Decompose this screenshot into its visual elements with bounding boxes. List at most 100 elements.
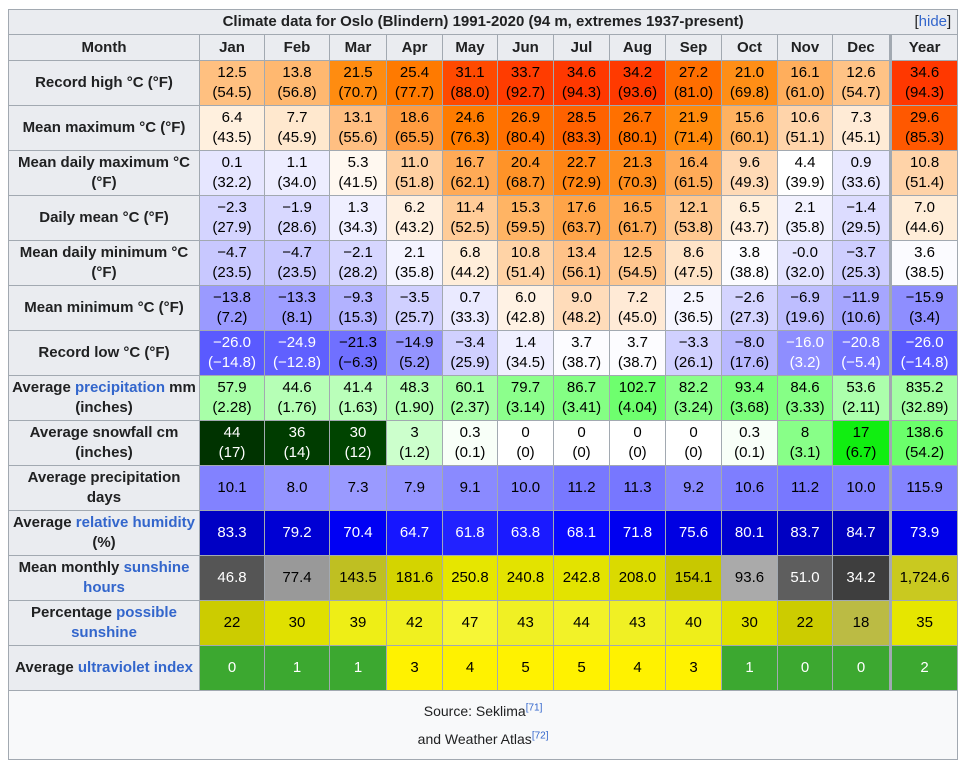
celsius-value: 13.1 (343, 109, 373, 126)
row-label-link[interactable]: possible sunshine (71, 604, 177, 641)
celsius-value: 44.6 (282, 379, 312, 396)
celsius-value: 154.1 (674, 569, 713, 586)
row-label-text: Daily mean °C (°F) (39, 209, 169, 226)
secondary-value: (80.4) (505, 129, 546, 146)
value-cell: 12.6 (54.7) (832, 60, 891, 106)
year-value-cell: 29.6 (85.3) (888, 105, 959, 151)
celsius-value: 77.4 (282, 569, 312, 586)
celsius-value: 33.7 (510, 64, 541, 81)
celsius-value: 6.4 (221, 109, 243, 126)
celsius-value: 17 (852, 424, 870, 441)
celsius-value: -0.0 (792, 244, 818, 261)
celsius-value: 82.2 (678, 379, 709, 396)
value-cell: 12.5 (54.5) (609, 240, 666, 286)
secondary-value: (27.9) (212, 219, 252, 236)
secondary-value: (54.2) (904, 444, 945, 461)
secondary-value: (63.7) (561, 219, 602, 236)
celsius-value: 12.6 (846, 64, 876, 81)
row-label-link[interactable]: precipitation (74, 379, 165, 396)
secondary-value: (45.1) (841, 129, 881, 146)
celsius-value: 11.2 (567, 479, 596, 496)
secondary-value: (3.4) (909, 309, 940, 326)
secondary-value: (94.3) (904, 84, 945, 101)
celsius-value: 34.6 (909, 64, 940, 81)
secondary-value: (62.1) (450, 174, 490, 191)
secondary-value: (29.5) (841, 219, 881, 236)
celsius-value: 10.8 (510, 244, 541, 261)
secondary-value: (0) (572, 444, 591, 461)
secondary-value: (3.41) (561, 399, 602, 416)
celsius-value: 15.3 (510, 199, 541, 216)
value-cell: 17.6 (63.7) (553, 195, 610, 241)
bracket-open: [ (914, 13, 919, 30)
reference-72-link[interactable]: [72] (531, 730, 549, 742)
celsius-value: 3.6 (914, 244, 936, 261)
value-cell: −20.8 (−5.4) (832, 330, 891, 376)
value-cell: -0.0 (32.0) (777, 240, 833, 286)
celsius-value: 70.4 (343, 524, 373, 541)
secondary-value: (54.5) (212, 84, 252, 101)
celsius-value: 7.3 (850, 109, 872, 126)
celsius-value: 93.6 (734, 569, 765, 586)
value-cell: 21.5 (70.7) (329, 60, 387, 106)
secondary-value: (49.3) (729, 174, 770, 191)
secondary-value: (41.5) (338, 174, 378, 191)
secondary-value: (76.3) (450, 129, 490, 146)
secondary-value: (5.2) (399, 354, 430, 371)
value-cell: 42 (386, 600, 443, 646)
climate-table: Climate data for Oslo (Blindern) 1991-20… (7, 9, 959, 760)
value-cell: 60.1 (2.37) (442, 375, 498, 421)
row-label-link[interactable]: ultraviolet index (77, 659, 193, 676)
celsius-value: 0 (856, 659, 866, 676)
row-label-link[interactable]: relative humidity (75, 514, 195, 531)
value-cell: 1 (329, 645, 387, 691)
value-cell: 21.0 (69.8) (721, 60, 778, 106)
reference-71-link[interactable]: [71] (525, 702, 543, 714)
celsius-value: 8 (800, 424, 810, 441)
value-cell: −3.7 (25.3) (832, 240, 891, 286)
value-cell: 34.6 (94.3) (553, 60, 610, 106)
celsius-value: 17.6 (566, 199, 597, 216)
value-cell: 44 (17) (199, 420, 265, 466)
row-label-text: Average (12, 514, 76, 531)
hide-toggle[interactable]: [hide] (914, 12, 951, 32)
value-cell: 143.5 (329, 555, 387, 601)
celsius-value: 3 (410, 659, 419, 676)
value-cell: −16.0 (3.2) (777, 330, 833, 376)
value-cell: −14.9 (5.2) (386, 330, 443, 376)
celsius-value: 7.7 (286, 109, 308, 126)
secondary-value: (45.0) (617, 309, 658, 326)
row-label-link[interactable]: sunshine hours (83, 559, 190, 596)
header-row: Month Jan Feb Mar Apr May Jun Jul Aug Sep Oct Nov D… (8, 34, 959, 61)
celsius-value: −11.9 (842, 289, 880, 306)
value-cell: 11.2 (553, 465, 610, 511)
secondary-value: (51.8) (394, 174, 435, 191)
secondary-value: (43.7) (729, 219, 770, 236)
row-label-text: Mean maximum °C (°F) (22, 119, 186, 136)
celsius-value: 3.8 (739, 244, 760, 261)
hide-link[interactable]: hide (918, 13, 947, 30)
celsius-value: 79.7 (510, 379, 541, 396)
value-cell: 2.5 (36.5) (665, 285, 722, 331)
value-cell: 10.0 (832, 465, 891, 511)
year-value-cell: 73.9 (888, 510, 959, 556)
celsius-value: 12.5 (217, 64, 247, 81)
celsius-value: 2.1 (404, 244, 425, 261)
bracket-close: ] (947, 13, 952, 30)
value-cell: 0.9 (33.6) (832, 150, 891, 196)
celsius-value: 73.9 (909, 524, 940, 541)
secondary-value: (27.3) (729, 309, 770, 326)
secondary-value: (15.3) (338, 309, 378, 326)
secondary-value: (33.6) (841, 174, 881, 191)
secondary-value: (3.1) (789, 444, 821, 461)
row-label-text: Mean monthly (18, 559, 124, 576)
year-value-cell: 10.8 (51.4) (888, 150, 959, 196)
celsius-value: −15.9 (905, 289, 944, 306)
month-header-mar: Mar (329, 34, 387, 61)
celsius-value: −24.9 (278, 334, 316, 351)
value-cell: 44 (553, 600, 610, 646)
value-cell: 47 (442, 600, 498, 646)
celsius-value: 75.6 (678, 524, 709, 541)
value-cell: 2.1 (35.8) (777, 195, 833, 241)
value-cell: 16.1 (61.0) (777, 60, 833, 106)
